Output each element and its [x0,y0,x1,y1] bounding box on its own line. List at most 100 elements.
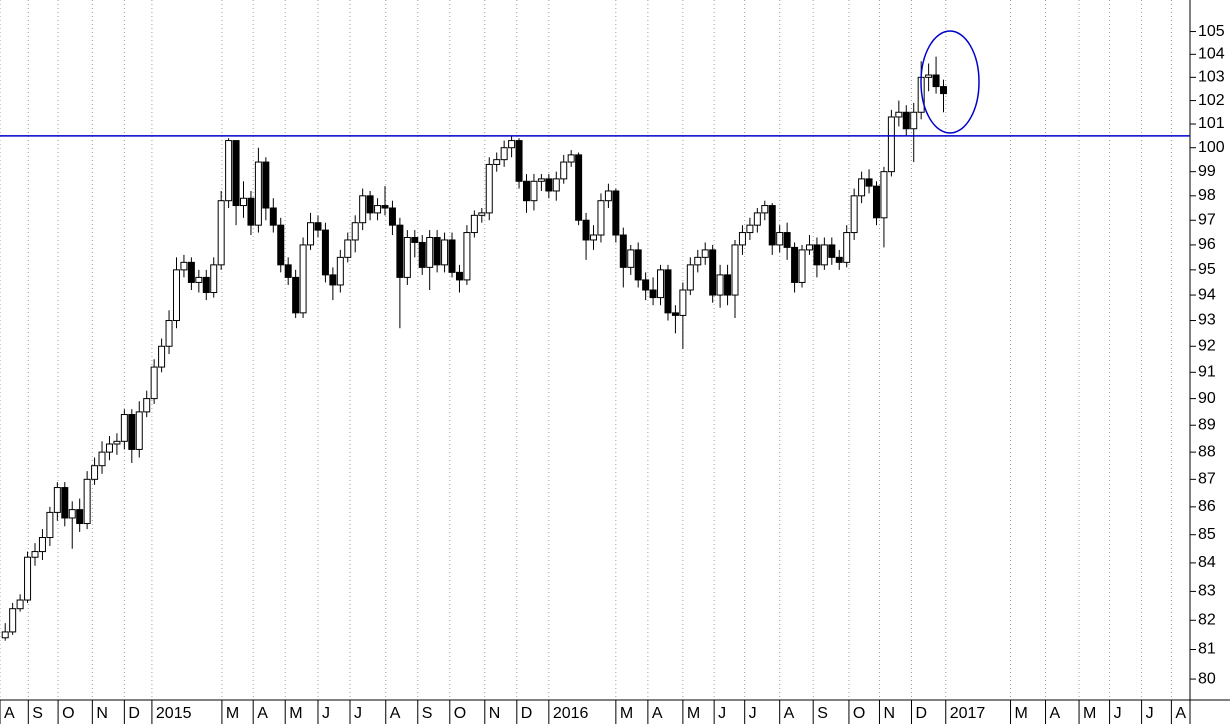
candle-body [433,236,441,266]
candle-body [158,345,166,368]
candle-body [895,111,903,118]
candle-body [716,274,724,296]
candle-body [247,197,255,226]
candle-body [642,279,650,291]
candle-body [500,147,508,161]
candle-body [701,249,709,258]
x-tick-label: A [1050,705,1061,722]
candle-body [374,205,382,214]
candle-body [195,276,203,283]
candle-body [627,249,635,268]
candle-body [83,478,91,525]
candle-body [277,224,285,266]
candle-body [9,608,17,633]
candle-body [820,244,828,266]
candle-body [314,222,322,231]
x-tick-label: N [489,705,501,722]
candle-body [381,205,389,209]
candle-body [411,236,419,243]
candle-body [724,274,732,296]
candle-body [61,487,69,519]
candle-body [731,244,739,296]
candle-body [16,599,24,610]
candle-body [880,171,888,219]
y-tick-label: 94 [1198,286,1216,303]
candle-body [344,239,352,258]
candle-body [98,451,106,467]
y-tick-label: 91 [1198,364,1216,381]
candle-body [284,264,292,278]
candle-body [470,214,478,234]
candle-body [135,411,143,450]
candle-body [187,261,195,283]
candle-body [805,244,813,251]
candle-body [522,180,530,202]
y-tick-label: 101 [1198,115,1225,132]
candle-body [910,111,918,130]
candle-body [902,111,910,130]
x-tick-label: D [128,705,140,722]
candle-body [604,190,612,202]
y-tick-label: 92 [1198,337,1216,354]
candle-body [746,224,754,234]
x-tick-label: J [1114,705,1122,722]
x-tick-label: M [1015,705,1028,722]
candle-body [925,74,933,78]
candle-body [940,86,948,95]
candle-body [738,232,746,246]
candle-body [791,246,799,283]
x-tick-label: A [390,705,401,722]
candle-body [143,398,151,413]
y-tick-label: 88 [1198,443,1216,460]
candle-body [120,414,128,442]
y-tick-label: 80 [1198,670,1216,687]
y-tick-label: 104 [1198,46,1225,63]
candle-body [455,271,463,281]
candle-body [31,551,39,558]
candle-body [478,212,486,216]
candle-body [485,163,493,214]
y-tick-label: 81 [1198,641,1216,658]
y-tick-label: 83 [1198,583,1216,600]
x-tick-label: 2016 [553,705,589,722]
candle-body [217,200,225,266]
x-tick-label: A [4,705,15,722]
candle-body [351,222,359,241]
candle-body [828,244,836,258]
candle-body [180,261,188,271]
x-tick-label: M [226,705,239,722]
x-tick-label: S [32,705,43,722]
candle-body [232,140,240,207]
candle-body [254,161,262,226]
candle-body [329,274,337,286]
candle-body [172,269,180,322]
candle-body [858,178,866,197]
x-tick-label: J [1146,705,1154,722]
candle-body [210,264,218,294]
y-tick-label: 84 [1198,554,1216,571]
candle-body [508,140,516,149]
candle-body [321,229,329,276]
candle-body [53,487,61,513]
candle-body [336,256,344,286]
candle-body [686,264,694,291]
candle-body [664,269,672,314]
candle-body [359,195,367,224]
candle-body [269,207,277,226]
candle-body [530,180,538,202]
x-tick-label: A [257,705,268,722]
candle-body [128,414,136,450]
x-tick-label: J [354,705,362,722]
candle-body [753,212,761,226]
y-tick-label: 85 [1198,526,1216,543]
candle-body [292,276,300,314]
x-tick-label: S [817,705,828,722]
candle-body [560,161,568,180]
candle-body [575,154,583,221]
candle-body [426,236,434,268]
y-tick-label: 103 [1198,69,1225,86]
candle-body [150,366,158,400]
x-tick-label: D [521,705,533,722]
x-tick-label: M [687,705,700,722]
